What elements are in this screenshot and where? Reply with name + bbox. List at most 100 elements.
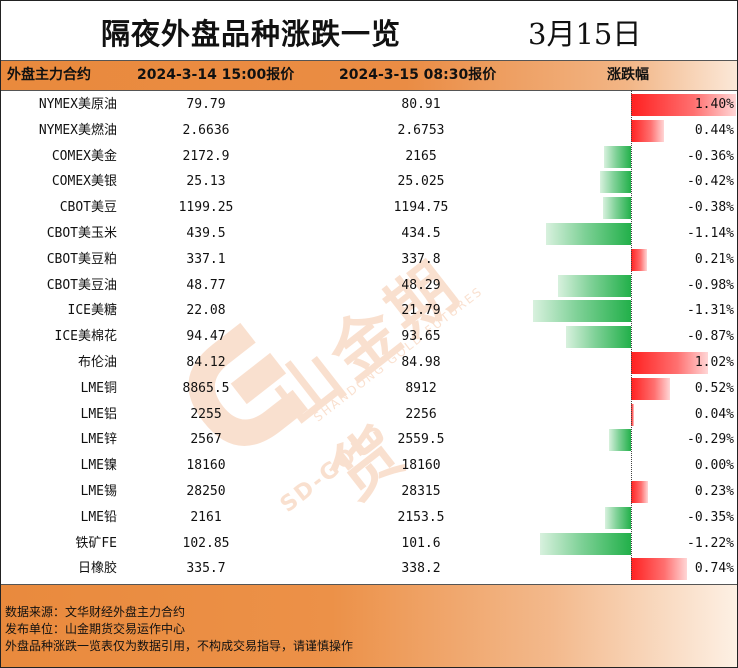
change-pct: 0.52% [694,380,734,396]
prev-quote: 335.7 [186,561,226,577]
contract-name: CBOT美豆油 [46,277,117,293]
change-pct: -1.31% [687,303,734,319]
prev-quote: 337.1 [186,251,226,267]
cur-quote: 48.29 [401,277,441,293]
table-header: 外盘主力合约 2024-3-14 15:00报价 2024-3-15 08:30… [1,60,737,91]
footer: 数据来源：文华财经外盘主力合约 发布单位：山金期货交易运作中心 外盘品种涨跌一览… [1,584,737,667]
table-row: NYMEX美燃油 2.6636 2.6753 0.44% [1,116,737,142]
cur-quote: 1194.75 [393,200,449,216]
table-row: LME铅 2161 2153.5 -0.35% [1,503,737,529]
header-prev-quote: 2024-3-14 15:00报价 [137,67,295,83]
table-row: CBOT美豆粕 337.1 337.8 0.21% [1,245,737,271]
change-bar-down [532,300,631,323]
cur-quote: 18160 [401,458,441,474]
change-pct: 0.00% [694,458,734,474]
change-pct: 1.40% [694,97,734,112]
change-bar-down [609,429,631,452]
prev-quote: 84.12 [186,355,226,370]
cur-quote: 25.025 [397,174,445,190]
change-pct: 1.02% [694,355,734,370]
change-pct: -0.42% [687,174,734,190]
contract-name: COMEX美金 [51,148,117,164]
report-date: 3月15日 [528,17,642,51]
header-change-pct: 涨跌幅 [607,67,649,83]
change-bar-up [631,94,736,116]
title-bar: 隔夜外盘品种涨跌一览 3月15日 [1,1,737,60]
contract-name: LME铜 [80,380,117,396]
table-row: LME镍 18160 18160 0.00% [1,451,737,477]
cur-quote: 93.65 [401,329,441,345]
change-bar-down [545,223,631,245]
table-row: COMEX美金 2172.9 2165 -0.36% [1,142,737,168]
cur-quote: 28315 [401,484,441,499]
change-pct: 0.44% [694,122,734,138]
change-pct: -0.35% [687,509,734,525]
change-pct: -0.98% [687,277,734,293]
contract-name: LME铝 [80,406,117,422]
contract-name: NYMEX美原油 [38,97,117,112]
prev-quote: 2567 [190,432,222,448]
cur-quote: 101.6 [401,535,441,551]
table-row: LME铜 8865.5 8912 0.52% [1,374,737,400]
footer-disclaimer: 外盘品种涨跌一览表仅为数据引用，不构成交易指导，请谨慎操作 [5,639,354,653]
prev-quote: 48.77 [186,277,226,293]
prev-quote: 18160 [186,458,226,474]
change-bar-up [631,403,634,426]
header-cur-quote: 2024-3-15 08:30报价 [339,67,497,83]
change-bar-down [565,326,631,349]
brand-watermark: 山金期货 SHANDONG GOLD FUTURES SD-GOLD [104,124,567,587]
change-bar-down [604,145,631,168]
cur-quote: 338.2 [401,561,441,577]
table-row: LME锌 2567 2559.5 -0.29% [1,425,737,452]
cur-quote: 8912 [405,380,437,396]
change-pct: -0.87% [687,329,734,345]
table-row: LME铝 2255 2256 0.04% [1,400,737,426]
cur-quote: 2256 [405,406,437,422]
cur-quote: 80.91 [401,97,441,112]
prev-quote: 2172.9 [182,148,230,164]
prev-quote: 94.47 [186,329,226,345]
sd-gold-logo-icon [188,322,309,446]
change-pct: -1.22% [687,535,734,551]
table-row: 日橡胶 335.7 338.2 0.74% [1,554,737,581]
page-title: 隔夜外盘品种涨跌一览 [101,17,402,51]
table-row: CBOT美玉米 439.5 434.5 -1.14% [1,219,737,245]
table-row: ICE美棉花 94.47 93.65 -0.87% [1,322,737,349]
contract-name: CBOT美玉米 [46,226,117,241]
contract-name: LME锡 [80,484,117,499]
prev-quote: 79.79 [186,97,226,112]
table-row: CBOT美豆油 48.77 48.29 -0.98% [1,271,737,297]
cur-quote: 21.79 [401,303,441,319]
prev-quote: 2255 [190,406,222,422]
change-pct: -1.14% [687,226,734,241]
change-bar-up [631,558,687,581]
cur-quote: 2.6753 [397,122,445,138]
cur-quote: 337.8 [401,251,441,267]
table-row: 布伦油 84.12 84.98 1.02% [1,348,737,374]
change-pct: 0.74% [694,561,734,577]
change-bar-down [539,532,631,555]
table-row: ICE美糖 22.08 21.79 -1.31% [1,296,737,323]
table-row: CBOT美豆 1199.25 1194.75 -0.38% [1,193,737,220]
prev-quote: 439.5 [186,226,226,241]
contract-name: LME铅 [80,509,117,525]
prev-quote: 2.6636 [182,122,230,138]
prev-quote: 22.08 [186,303,226,319]
change-bar-down [604,506,631,529]
change-pct: 0.04% [694,406,734,422]
contract-name: LME锌 [80,432,117,448]
change-pct: -0.29% [687,432,734,448]
zero-axis [631,90,632,580]
prev-quote: 102.85 [182,535,230,551]
contract-name: ICE美棉花 [54,329,117,345]
change-bar-up [631,248,647,271]
contract-name: NYMEX美燃油 [38,122,117,138]
cur-quote: 2153.5 [397,509,445,525]
change-bar-up [631,481,649,503]
change-bar-up [631,119,664,142]
cur-quote: 434.5 [401,226,441,241]
change-bar-down [602,197,631,220]
change-bar-down [599,171,631,194]
contract-name: 布伦油 [77,355,117,370]
